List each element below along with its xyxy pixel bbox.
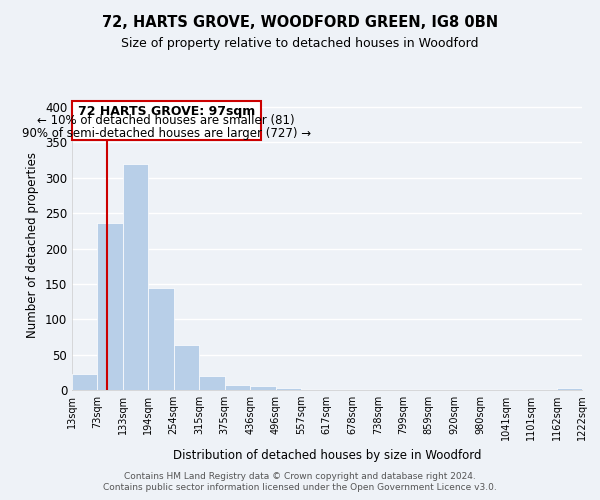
Bar [557,388,582,390]
Text: 72 HARTS GROVE: 97sqm: 72 HARTS GROVE: 97sqm [77,105,255,118]
Bar [276,388,301,390]
Bar [148,288,173,390]
Bar [173,346,199,390]
Text: Contains public sector information licensed under the Open Government Licence v3: Contains public sector information licen… [103,484,497,492]
Bar [122,164,148,390]
X-axis label: Distribution of detached houses by size in Woodford: Distribution of detached houses by size … [173,449,481,462]
Bar [225,385,250,390]
FancyBboxPatch shape [72,102,260,140]
Text: 90% of semi-detached houses are larger (727) →: 90% of semi-detached houses are larger (… [22,126,311,140]
Bar [72,374,97,390]
Bar [250,386,276,390]
Text: ← 10% of detached houses are smaller (81): ← 10% of detached houses are smaller (81… [37,114,295,127]
Text: Size of property relative to detached houses in Woodford: Size of property relative to detached ho… [121,38,479,51]
Bar [97,223,122,390]
Y-axis label: Number of detached properties: Number of detached properties [26,152,40,338]
Bar [199,376,225,390]
Text: Contains HM Land Registry data © Crown copyright and database right 2024.: Contains HM Land Registry data © Crown c… [124,472,476,481]
Text: 72, HARTS GROVE, WOODFORD GREEN, IG8 0BN: 72, HARTS GROVE, WOODFORD GREEN, IG8 0BN [102,15,498,30]
